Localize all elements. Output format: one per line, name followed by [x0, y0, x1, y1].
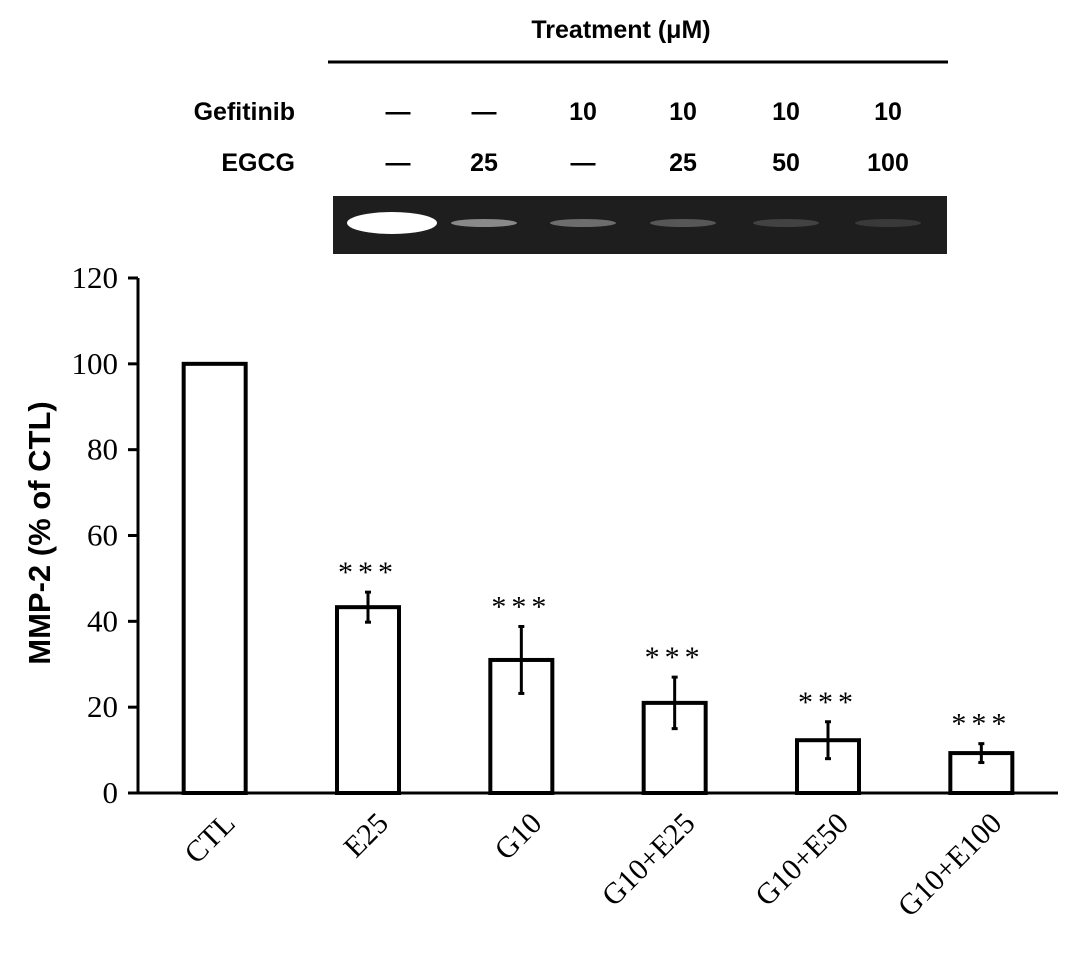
x-tick-label: G10+E100 [892, 807, 1009, 924]
y-tick-label: 120 [72, 260, 119, 295]
y-tick-label: 80 [87, 432, 118, 467]
significance-label: *** [951, 708, 1011, 741]
egcg-row-label: EGCG [221, 149, 295, 177]
treatment-value: 10 [669, 98, 697, 126]
gel-band [753, 219, 819, 227]
x-tick-label: CTL [178, 807, 241, 870]
treatment-value: 25 [470, 149, 498, 177]
y-tick-label: 20 [87, 689, 118, 724]
x-tick-label: G10+E25 [596, 807, 702, 913]
treatment-title: Treatment (μM) [531, 16, 710, 44]
gel-image [333, 196, 947, 254]
treatment-value: 50 [772, 149, 800, 177]
gel-band [650, 219, 716, 227]
treatment-value: — [472, 98, 497, 126]
treatment-value: 25 [669, 149, 697, 177]
treatment-value: — [386, 149, 411, 177]
y-tick-label: 100 [72, 346, 119, 381]
x-tick-label: E25 [337, 807, 395, 865]
gel-band [451, 219, 517, 227]
treatment-value: — [571, 149, 596, 177]
significance-label: *** [645, 641, 705, 674]
significance-label: *** [338, 556, 398, 589]
treatment-value: — [386, 98, 411, 126]
x-tick-label: G10+E50 [749, 807, 855, 913]
bar-chart: MMP-2 (% of CTL) *** *** *** *** *** 0 20 40 60… [22, 260, 1058, 923]
y-tick-label: 60 [87, 518, 118, 553]
treatment-value: 10 [874, 98, 902, 126]
gel-band [855, 219, 921, 227]
treatment-value: 10 [772, 98, 800, 126]
treatment-value: 100 [867, 149, 909, 177]
significance-label: *** [798, 686, 858, 719]
y-tick-label: 40 [87, 603, 118, 638]
x-tick-label: G10 [488, 807, 548, 867]
y-axis-label: MMP-2 (% of CTL) [22, 401, 57, 664]
gel-band [550, 219, 616, 227]
treatment-value: 10 [569, 98, 597, 126]
y-tick-label: 0 [103, 775, 119, 810]
bar [335, 605, 401, 795]
treatment-values: — — 10 10 10 10 — 25 — 25 50 100 [386, 98, 909, 177]
significance-label: *** [491, 590, 551, 623]
gel-band [347, 212, 437, 234]
gefitinib-row-label: Gefitinib [194, 98, 295, 126]
bar [181, 361, 248, 795]
